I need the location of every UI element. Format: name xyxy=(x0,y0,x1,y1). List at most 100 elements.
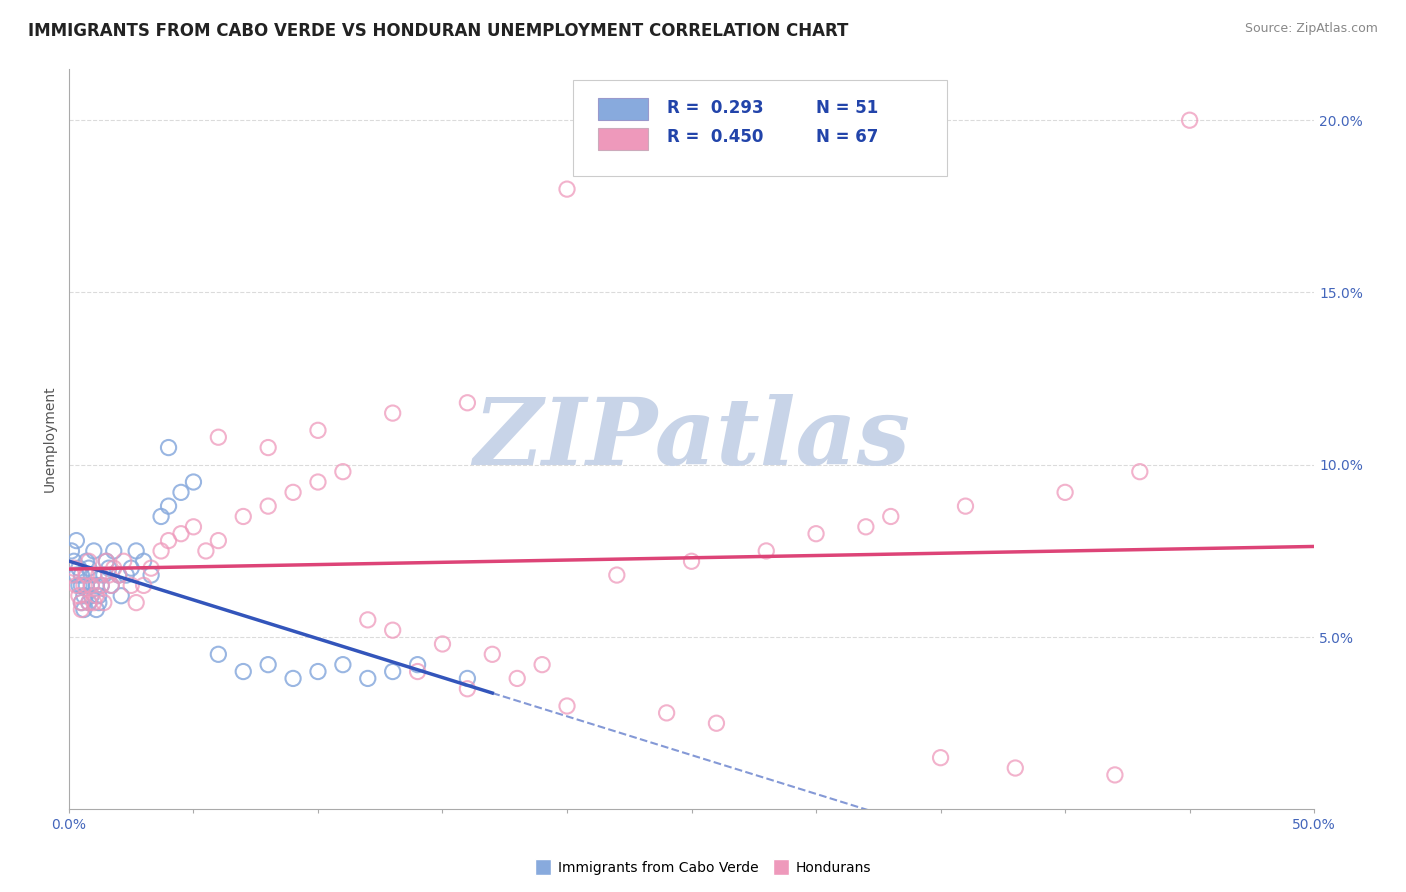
Point xyxy=(73,602,96,616)
Point xyxy=(804,526,827,541)
Point xyxy=(75,578,97,592)
Point xyxy=(103,561,125,575)
Point xyxy=(139,568,162,582)
Point xyxy=(531,657,554,672)
Text: N = 67: N = 67 xyxy=(815,128,879,146)
Point xyxy=(103,544,125,558)
Point xyxy=(107,568,129,582)
Point xyxy=(86,578,108,592)
Point xyxy=(307,665,329,679)
Point xyxy=(207,430,229,444)
Point xyxy=(110,589,132,603)
Point xyxy=(332,657,354,672)
Point xyxy=(93,596,115,610)
Point xyxy=(150,544,173,558)
Point xyxy=(90,578,112,592)
FancyBboxPatch shape xyxy=(598,128,648,150)
Point xyxy=(100,578,122,592)
Point xyxy=(125,544,148,558)
Point xyxy=(70,568,93,582)
Point xyxy=(207,648,229,662)
Point xyxy=(332,465,354,479)
Point xyxy=(120,578,142,592)
Point xyxy=(555,182,578,196)
Point xyxy=(87,568,110,582)
Point xyxy=(1129,465,1152,479)
Point xyxy=(1104,768,1126,782)
Point xyxy=(80,578,103,592)
Point xyxy=(80,578,103,592)
Point xyxy=(880,509,903,524)
Point xyxy=(120,561,142,575)
Point xyxy=(87,596,110,610)
Point xyxy=(63,554,86,568)
Point xyxy=(307,423,329,437)
Point xyxy=(207,533,229,548)
Point xyxy=(456,396,478,410)
Point xyxy=(281,485,304,500)
Point xyxy=(406,657,429,672)
Point xyxy=(65,578,87,592)
Point xyxy=(183,520,205,534)
Point xyxy=(100,578,122,592)
Point xyxy=(357,613,380,627)
Point xyxy=(77,554,100,568)
Point xyxy=(506,672,529,686)
Point xyxy=(132,578,155,592)
Point xyxy=(65,533,87,548)
Point xyxy=(406,665,429,679)
Point xyxy=(75,554,97,568)
Point xyxy=(183,475,205,489)
Point xyxy=(432,637,454,651)
Point xyxy=(257,499,280,513)
Point xyxy=(63,561,86,575)
Point xyxy=(706,716,728,731)
Point xyxy=(107,568,129,582)
Point xyxy=(929,750,952,764)
Point xyxy=(73,589,96,603)
Point xyxy=(855,520,877,534)
Point xyxy=(132,554,155,568)
Point xyxy=(60,568,83,582)
Point xyxy=(112,554,135,568)
Point xyxy=(67,578,90,592)
Point xyxy=(307,475,329,489)
Point xyxy=(97,561,120,575)
Point xyxy=(97,568,120,582)
Point xyxy=(77,561,100,575)
Point xyxy=(77,596,100,610)
Point xyxy=(157,533,180,548)
Text: ZIPatlas: ZIPatlas xyxy=(472,394,910,484)
Legend:  xyxy=(934,84,957,108)
Point xyxy=(150,509,173,524)
Point xyxy=(681,554,703,568)
Point xyxy=(1054,485,1077,500)
Point xyxy=(357,672,380,686)
FancyBboxPatch shape xyxy=(598,98,648,120)
Legend: Immigrants from Cabo Verde, Hondurans: Immigrants from Cabo Verde, Hondurans xyxy=(529,855,877,880)
Point xyxy=(194,544,217,558)
Point xyxy=(232,509,254,524)
Point xyxy=(170,526,193,541)
Point xyxy=(139,561,162,575)
Point xyxy=(555,698,578,713)
Point xyxy=(65,568,87,582)
Point xyxy=(67,561,90,575)
Text: R =  0.293: R = 0.293 xyxy=(666,99,763,117)
Point xyxy=(70,596,93,610)
Point xyxy=(77,596,100,610)
Text: N = 51: N = 51 xyxy=(815,99,879,117)
Point xyxy=(70,602,93,616)
Point xyxy=(157,441,180,455)
Point xyxy=(60,544,83,558)
Point xyxy=(157,499,180,513)
Point xyxy=(115,568,138,582)
Point xyxy=(1004,761,1026,775)
Point xyxy=(381,623,404,637)
Point xyxy=(87,589,110,603)
Point xyxy=(381,665,404,679)
Point xyxy=(456,672,478,686)
Point xyxy=(655,706,678,720)
Point xyxy=(481,648,503,662)
Point xyxy=(83,568,105,582)
